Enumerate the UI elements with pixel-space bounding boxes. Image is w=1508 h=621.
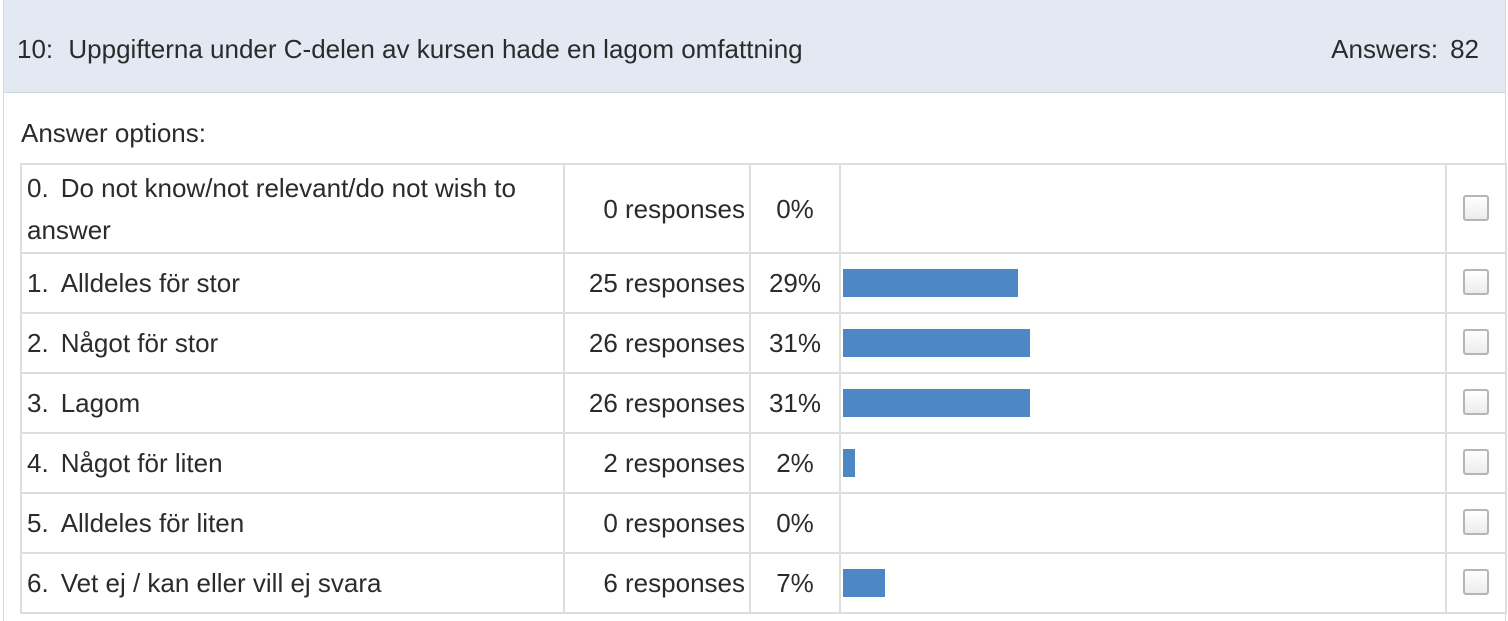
- option-responses: 26 responses: [563, 312, 751, 374]
- option-bar: [843, 569, 885, 597]
- option-percent: 0%: [749, 492, 841, 554]
- checkbox-icon[interactable]: [1463, 449, 1489, 476]
- option-number: 4.: [27, 448, 49, 478]
- option-number: 1.: [27, 268, 49, 298]
- checkbox-icon[interactable]: [1463, 329, 1489, 356]
- option-responses: 6 responses: [563, 552, 751, 614]
- option-bar-cell: [839, 432, 1447, 494]
- option-text: Något för stor: [60, 328, 219, 358]
- option-percent: 29%: [749, 252, 841, 314]
- option-select-cell: [1445, 163, 1507, 254]
- option-number: 5.: [27, 508, 49, 538]
- option-number: 2.: [27, 328, 49, 358]
- option-select-cell: [1445, 432, 1507, 494]
- option-percent: 31%: [749, 372, 841, 434]
- option-bar-cell: [839, 372, 1447, 434]
- answers-summary: Answers: 82: [1331, 34, 1479, 64]
- option-row: 3. Lagom 26 responses 31%: [20, 372, 1507, 434]
- option-row: 6. Vet ej / kan eller vill ej svara 6 resp…: [20, 552, 1507, 614]
- option-text: Något för liten: [60, 448, 223, 478]
- question-panel: 10: Uppgifterna under C-delen av kursen …: [3, 0, 1506, 621]
- options-heading: Answer options:: [21, 118, 206, 148]
- option-row: 5. Alldeles för liten 0 responses 0%: [20, 492, 1507, 554]
- checkbox-icon[interactable]: [1463, 194, 1489, 221]
- option-responses: 25 responses: [563, 252, 751, 314]
- option-text: Lagom: [60, 388, 141, 418]
- checkbox-icon[interactable]: [1463, 509, 1489, 536]
- option-label-cell: 5. Alldeles för liten: [20, 492, 565, 554]
- checkbox-icon[interactable]: [1463, 569, 1489, 596]
- option-text: Alldeles för stor: [60, 268, 240, 298]
- option-row: 4. Något för liten 2 responses 2%: [20, 432, 1507, 494]
- option-bar-cell: [839, 252, 1447, 314]
- option-responses: 0 responses: [563, 163, 751, 254]
- option-select-cell: [1445, 492, 1507, 554]
- answers-count: 82: [1450, 34, 1479, 64]
- option-bar-cell: [839, 552, 1447, 614]
- question-header: 10: Uppgifterna under C-delen av kursen …: [4, 0, 1505, 93]
- option-select-cell: [1445, 552, 1507, 614]
- option-select-cell: [1445, 312, 1507, 374]
- option-percent: 31%: [749, 312, 841, 374]
- answers-label: Answers:: [1331, 34, 1439, 64]
- option-number: 0.: [27, 172, 49, 203]
- option-percent: 2%: [749, 432, 841, 494]
- option-text: Vet ej / kan eller vill ej svara: [60, 568, 382, 598]
- answer-options-table: 0. Do not know/not relevant/do not wish t…: [20, 163, 1507, 614]
- option-bar: [843, 269, 1018, 297]
- option-responses: 0 responses: [563, 492, 751, 554]
- option-select-cell: [1445, 372, 1507, 434]
- checkbox-icon[interactable]: [1463, 389, 1489, 416]
- question-title: 10: Uppgifterna under C-delen av kursen …: [17, 34, 803, 64]
- option-bar-cell: [839, 163, 1447, 254]
- option-label-cell: 6. Vet ej / kan eller vill ej svara: [20, 552, 565, 614]
- option-percent: 7%: [749, 552, 841, 614]
- option-bar-cell: [839, 492, 1447, 554]
- option-bar-cell: [839, 312, 1447, 374]
- option-row: 1. Alldeles för stor 25 responses 29%: [20, 252, 1507, 314]
- option-label-cell: 3. Lagom: [20, 372, 565, 434]
- option-number: 3.: [27, 388, 49, 418]
- option-label-cell: 0. Do not know/not relevant/do not wish t…: [20, 163, 565, 254]
- option-label-cell: 4. Något för liten: [20, 432, 565, 494]
- option-row: 2. Något för stor 26 responses 31%: [20, 312, 1507, 374]
- question-number: 10:: [17, 34, 54, 64]
- option-responses: 2 responses: [563, 432, 751, 494]
- option-label-cell: 1. Alldeles för stor: [20, 252, 565, 314]
- question-text: Uppgifterna under C-delen av kursen hade…: [68, 34, 803, 64]
- option-percent: 0%: [749, 163, 841, 254]
- option-text: Alldeles för liten: [60, 508, 245, 538]
- option-row: 0. Do not know/not relevant/do not wish t…: [20, 163, 1507, 254]
- option-label-cell: 2. Något för stor: [20, 312, 565, 374]
- checkbox-icon[interactable]: [1463, 269, 1489, 296]
- option-bar: [843, 449, 855, 477]
- option-responses: 26 responses: [563, 372, 751, 434]
- option-number: 6.: [27, 568, 49, 598]
- option-text: Do not know/not relevant/do not wish to …: [27, 172, 516, 245]
- option-select-cell: [1445, 252, 1507, 314]
- option-bar: [843, 389, 1030, 417]
- option-bar: [843, 329, 1030, 357]
